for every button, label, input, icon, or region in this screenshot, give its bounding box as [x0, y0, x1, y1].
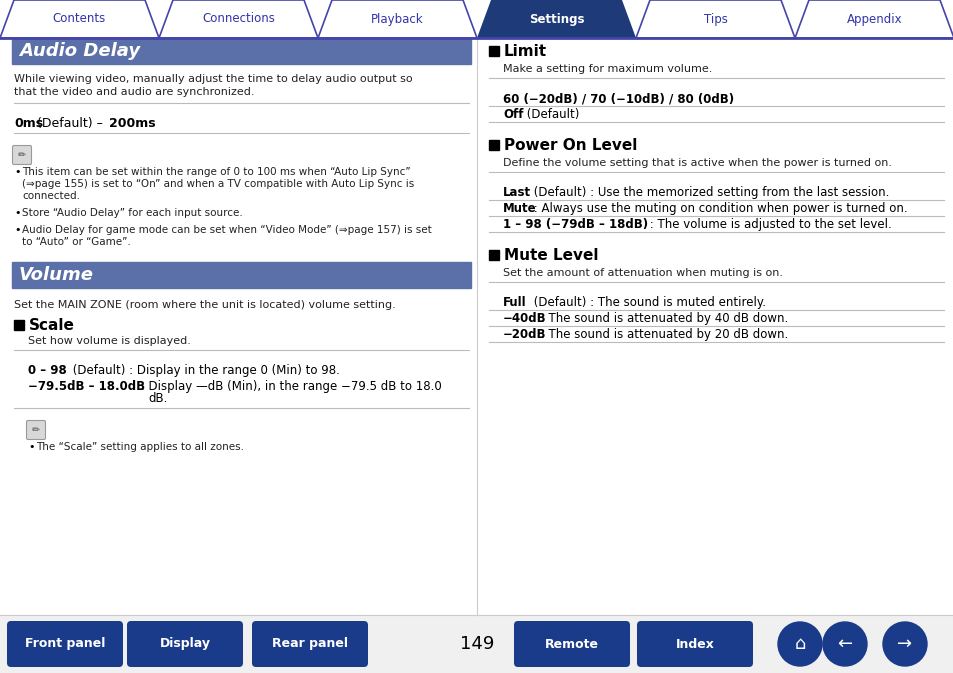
- Polygon shape: [794, 0, 953, 38]
- Text: : Always use the muting on condition when power is turned on.: : Always use the muting on condition whe…: [530, 202, 907, 215]
- Bar: [489, 250, 498, 260]
- Text: (Default) : The sound is muted entirely.: (Default) : The sound is muted entirely.: [530, 296, 765, 309]
- Text: Full: Full: [502, 296, 526, 309]
- Bar: [0, 615, 953, 673]
- Text: −40dB: −40dB: [502, 312, 546, 325]
- Circle shape: [882, 622, 926, 666]
- Text: Power On Level: Power On Level: [503, 137, 637, 153]
- Text: Tips: Tips: [702, 13, 727, 26]
- FancyBboxPatch shape: [514, 621, 629, 667]
- Text: Contents: Contents: [52, 13, 106, 26]
- Bar: [489, 46, 498, 56]
- Text: Index: Index: [675, 637, 714, 651]
- Text: (Default) : Use the memorized setting from the last session.: (Default) : Use the memorized setting fr…: [530, 186, 888, 199]
- Text: Remote: Remote: [544, 637, 598, 651]
- Text: 149: 149: [459, 635, 494, 653]
- Circle shape: [778, 622, 821, 666]
- Text: •: •: [14, 167, 20, 177]
- Text: Playback: Playback: [371, 13, 423, 26]
- FancyBboxPatch shape: [12, 145, 31, 164]
- Text: to “Auto” or “Game”.: to “Auto” or “Game”.: [22, 237, 131, 247]
- Text: Connections: Connections: [202, 13, 274, 26]
- Text: Define the volume setting that is active when the power is turned on.: Define the volume setting that is active…: [502, 158, 891, 168]
- Text: −20dB: −20dB: [502, 328, 546, 341]
- Text: dB.: dB.: [148, 392, 167, 405]
- Polygon shape: [317, 0, 476, 38]
- Text: Audio Delay: Audio Delay: [19, 42, 140, 60]
- Text: Set how volume is displayed.: Set how volume is displayed.: [28, 336, 191, 346]
- Polygon shape: [476, 0, 636, 38]
- Text: 1 – 98 (−79dB – 18dB): 1 – 98 (−79dB – 18dB): [502, 218, 647, 231]
- Text: •: •: [14, 225, 20, 235]
- FancyBboxPatch shape: [637, 621, 752, 667]
- Text: : The volume is adjusted to the set level.: : The volume is adjusted to the set leve…: [645, 218, 891, 231]
- Text: : The sound is attenuated by 40 dB down.: : The sound is attenuated by 40 dB down.: [537, 312, 787, 325]
- FancyBboxPatch shape: [127, 621, 243, 667]
- Text: Scale: Scale: [29, 318, 74, 332]
- Polygon shape: [636, 0, 794, 38]
- Text: This item can be set within the range of 0 to 100 ms when “Auto Lip Sync”: This item can be set within the range of…: [22, 167, 410, 177]
- FancyBboxPatch shape: [7, 621, 123, 667]
- Text: Rear panel: Rear panel: [272, 637, 348, 651]
- FancyBboxPatch shape: [252, 621, 368, 667]
- Text: (⇒page 155) is set to “On” and when a TV compatible with Auto Lip Sync is: (⇒page 155) is set to “On” and when a TV…: [22, 179, 414, 189]
- Text: While viewing video, manually adjust the time to delay audio output so: While viewing video, manually adjust the…: [14, 74, 413, 84]
- Text: Limit: Limit: [503, 44, 547, 59]
- Text: •: •: [14, 208, 20, 218]
- Text: Display: Display: [159, 637, 211, 651]
- Text: Last: Last: [502, 186, 531, 199]
- Text: •: •: [28, 442, 34, 452]
- Text: ⌂: ⌂: [794, 635, 805, 653]
- Text: 200ms: 200ms: [109, 117, 155, 130]
- Text: Audio Delay for game mode can be set when “Video Mode” (⇒page 157) is set: Audio Delay for game mode can be set whe…: [22, 225, 432, 235]
- Text: −79.5dB – 18.0dB: −79.5dB – 18.0dB: [28, 380, 145, 393]
- Text: Make a setting for maximum volume.: Make a setting for maximum volume.: [502, 64, 712, 74]
- Bar: [489, 140, 498, 150]
- Text: Mute: Mute: [502, 202, 536, 215]
- Text: ←: ←: [837, 635, 852, 653]
- Text: 0 – 98: 0 – 98: [28, 364, 67, 377]
- Text: (Default): (Default): [523, 108, 579, 121]
- Text: Set the MAIN ZONE (room where the unit is located) volume setting.: Set the MAIN ZONE (room where the unit i…: [14, 300, 395, 310]
- Text: Volume: Volume: [19, 266, 94, 284]
- Text: Set the amount of attenuation when muting is on.: Set the amount of attenuation when mutin…: [502, 268, 782, 278]
- Text: that the video and audio are synchronized.: that the video and audio are synchronize…: [14, 87, 254, 97]
- Text: The “Scale” setting applies to all zones.: The “Scale” setting applies to all zones…: [36, 442, 244, 452]
- Bar: [12, 38, 471, 64]
- Bar: [14, 320, 24, 330]
- Text: Store “Audio Delay” for each input source.: Store “Audio Delay” for each input sourc…: [22, 208, 242, 218]
- Circle shape: [822, 622, 866, 666]
- Polygon shape: [159, 0, 317, 38]
- Text: : Display —dB (Min), in the range −79.5 dB to 18.0: : Display —dB (Min), in the range −79.5 …: [136, 380, 441, 393]
- Text: connected.: connected.: [22, 191, 80, 201]
- Text: Off: Off: [502, 108, 523, 121]
- Polygon shape: [0, 0, 159, 38]
- Text: ✏: ✏: [31, 425, 40, 435]
- Text: : The sound is attenuated by 20 dB down.: : The sound is attenuated by 20 dB down.: [537, 328, 787, 341]
- Text: (Default) –: (Default) –: [33, 117, 108, 130]
- Text: Settings: Settings: [528, 13, 583, 26]
- FancyBboxPatch shape: [27, 421, 46, 439]
- Text: →: →: [897, 635, 912, 653]
- Text: Appendix: Appendix: [846, 13, 902, 26]
- Text: Mute Level: Mute Level: [503, 248, 598, 262]
- Text: 0ms: 0ms: [14, 117, 43, 130]
- Text: 60 (−20dB) / 70 (−10dB) / 80 (0dB): 60 (−20dB) / 70 (−10dB) / 80 (0dB): [502, 92, 734, 105]
- Text: (Default) : Display in the range 0 (Min) to 98.: (Default) : Display in the range 0 (Min)…: [69, 364, 339, 377]
- Bar: [12, 262, 471, 288]
- Text: Front panel: Front panel: [25, 637, 105, 651]
- Text: ✏: ✏: [18, 150, 26, 160]
